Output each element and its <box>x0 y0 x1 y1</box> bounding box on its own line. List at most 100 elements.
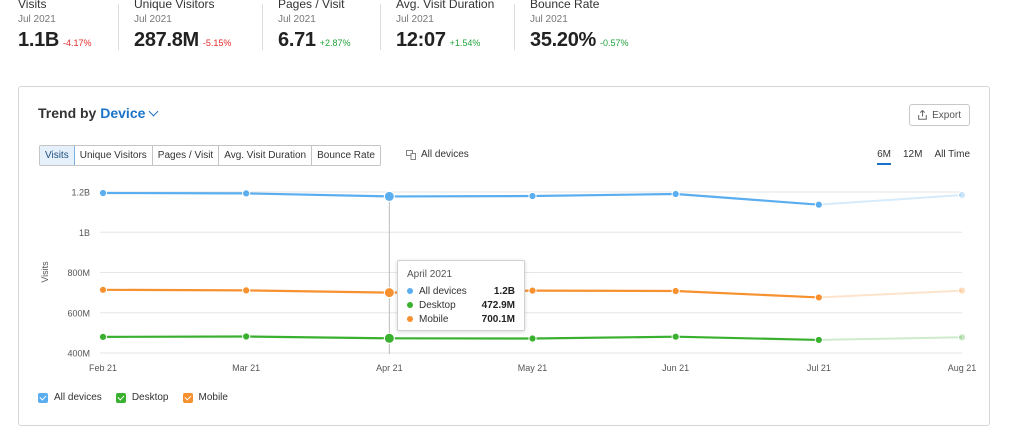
tooltip-row: Desktop 472.9M <box>407 298 515 312</box>
data-point <box>814 335 823 345</box>
tooltip-series-name: Desktop <box>419 299 456 311</box>
y-tick-label: 600M <box>67 308 90 318</box>
divider <box>262 4 263 50</box>
series-line <box>102 335 819 342</box>
tooltip-title: April 2021 <box>407 269 453 280</box>
tab-pages-per-visit[interactable]: Pages / Visit <box>152 146 220 165</box>
devices-filter[interactable]: All devices <box>406 149 469 160</box>
tab-visits[interactable]: Visits <box>39 146 75 165</box>
card-title: Trend by Device <box>38 105 159 121</box>
export-icon <box>918 110 927 120</box>
data-point <box>671 189 680 199</box>
x-tick-label: Aug 21 <box>948 363 977 373</box>
metric-label: Unique Visitors <box>134 0 215 11</box>
divider <box>380 4 381 50</box>
device-dimension-dropdown[interactable]: Device <box>100 105 159 121</box>
y-tick-label: 1B <box>79 228 90 238</box>
checkbox-icon[interactable] <box>182 392 193 403</box>
y-tick-label: 800M <box>67 268 90 278</box>
period-switch: 6M 12M All Time <box>877 149 970 165</box>
data-point <box>528 286 537 295</box>
data-point <box>383 287 395 299</box>
series-line-projected <box>818 336 963 341</box>
metric-delta: -0.57% <box>600 38 629 48</box>
checkbox-icon[interactable] <box>115 392 126 403</box>
metric-period: Jul 2021 <box>278 14 316 25</box>
checkbox-icon[interactable] <box>38 392 48 403</box>
data-point <box>814 293 823 302</box>
legend-label: Desktop <box>131 392 169 403</box>
metric-delta: -5.15% <box>202 38 232 48</box>
data-point <box>242 332 251 341</box>
tooltip-series-value: 472.9M <box>481 299 515 311</box>
legend-item-desktop[interactable]: Desktop <box>115 392 169 403</box>
data-point <box>242 286 251 295</box>
metric-value: 12:07 <box>396 29 446 51</box>
tooltip-row: All devices 1.2B <box>407 284 515 298</box>
metric-delta: +2.87% <box>319 38 351 48</box>
x-tick-label: Jul 21 <box>807 363 831 373</box>
data-point <box>957 333 967 342</box>
x-tick-label: May 21 <box>518 363 548 373</box>
data-point <box>671 332 680 341</box>
chart-legend: All devices Desktop Mobile <box>38 392 228 403</box>
metric-value: 35.20% <box>530 29 597 51</box>
y-tick-label: 400M <box>67 349 90 359</box>
tab-unique-visitors[interactable]: Unique Visitors <box>74 146 153 165</box>
tooltip-dot <box>407 302 413 308</box>
export-label: Export <box>932 109 961 121</box>
y-axis-title: Visits <box>40 261 50 283</box>
x-tick-label: Feb 21 <box>89 363 117 373</box>
data-point <box>957 286 967 295</box>
data-point <box>528 191 537 201</box>
period-all-time[interactable]: All Time <box>934 149 970 160</box>
legend-label: All devices <box>54 392 102 403</box>
metric-value: 1.1B <box>18 29 60 51</box>
tooltip-row: Mobile 700.1M <box>407 312 515 326</box>
legend-item-mobile[interactable]: Mobile <box>182 392 228 403</box>
tab-bounce-rate[interactable]: Bounce Rate <box>312 146 380 165</box>
trend-card: Trend by Device Export Visits Unique Vis… <box>18 86 990 426</box>
data-point <box>98 332 108 341</box>
metric-period: Jul 2021 <box>396 14 434 25</box>
data-point <box>814 200 823 209</box>
metric-value: 287.8M <box>134 29 199 51</box>
tooltip-dot <box>407 316 413 322</box>
metric-visits[interactable]: Visits Jul 2021 1.1B -4.17% <box>0 0 92 56</box>
device-dimension-label: Device <box>100 105 146 121</box>
tooltip-series-name: All devices <box>419 285 467 297</box>
x-tick-label: Apr 21 <box>376 363 403 373</box>
legend-item-all-devices[interactable]: All devices <box>38 392 102 403</box>
data-point <box>528 334 537 343</box>
metric-tabs: Visits Unique Visitors Pages / Visit Avg… <box>39 145 381 166</box>
series-line-projected <box>818 194 963 206</box>
tab-avg-visit-duration[interactable]: Avg. Visit Duration <box>219 146 313 165</box>
chart-tooltip: April 2021 All devices 1.2B Desktop 472.… <box>397 260 525 331</box>
metrics-strip: Visits Jul 2021 1.1B -4.17% Unique Visito… <box>0 0 1010 56</box>
tooltip-dot <box>407 288 413 294</box>
metric-period: Jul 2021 <box>134 14 172 25</box>
x-tick-label: Mar 21 <box>232 363 260 373</box>
metric-delta: +1.54% <box>449 38 481 48</box>
metric-period: Jul 2021 <box>530 14 568 25</box>
data-point <box>98 188 108 198</box>
series-line-projected <box>818 289 963 299</box>
metric-label: Pages / Visit <box>278 0 345 11</box>
divider <box>118 4 119 50</box>
y-tick-label: 1.2B <box>71 188 90 198</box>
metric-value: 6.71 <box>278 29 316 51</box>
metric-avg-visit-duration[interactable]: Avg. Visit Duration Jul 2021 12:07 +1.54% <box>380 0 494 56</box>
export-button[interactable]: Export <box>909 104 970 126</box>
devices-filter-label: All devices <box>421 149 469 160</box>
divider <box>514 4 515 50</box>
period-6m[interactable]: 6M <box>877 149 891 165</box>
data-point <box>383 332 395 344</box>
data-point <box>383 190 395 202</box>
metric-bounce-rate[interactable]: Bounce Rate Jul 2021 35.20% -0.57% <box>514 0 629 56</box>
metric-unique-visitors[interactable]: Unique Visitors Jul 2021 287.8M -5.15% <box>118 0 231 56</box>
period-12m[interactable]: 12M <box>902 149 923 160</box>
metric-pages-per-visit[interactable]: Pages / Visit Jul 2021 6.71 +2.87% <box>262 0 351 56</box>
metric-delta: -4.17% <box>63 38 92 48</box>
data-point <box>242 189 251 198</box>
